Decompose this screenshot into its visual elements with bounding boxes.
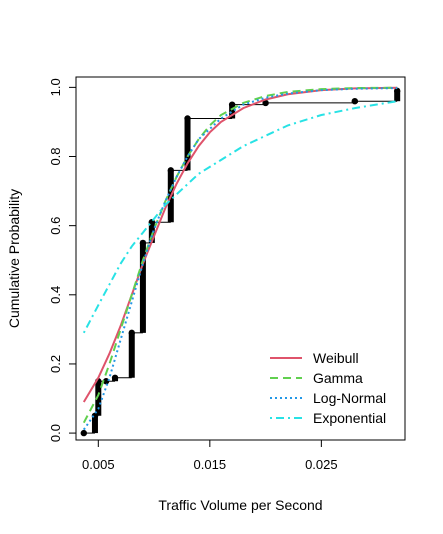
ecdf-point bbox=[228, 101, 236, 108]
y-tick-label: 0.4 bbox=[48, 286, 63, 304]
ecdf-point bbox=[80, 429, 88, 437]
legend-entry-label: Exponential bbox=[313, 410, 386, 426]
ecdf-point bbox=[102, 378, 110, 385]
y-tick-label: 1.0 bbox=[48, 78, 63, 96]
y-tick-label: 0.0 bbox=[48, 424, 63, 442]
ecdf-point bbox=[393, 87, 401, 95]
x-axis-title: Traffic Volume per Second bbox=[158, 497, 322, 513]
ecdf-point bbox=[262, 99, 269, 107]
series-line-gamma bbox=[82, 86, 398, 424]
ecdf-point bbox=[111, 374, 119, 381]
y-tick-label: 0.2 bbox=[48, 355, 63, 373]
legend-entry-label: Log-Normal bbox=[313, 390, 386, 406]
x-axis: 0.005 0.015 0.025 bbox=[82, 439, 338, 472]
y-axis: 0.0 0.2 0.4 0.6 0.8 1.0 bbox=[48, 78, 77, 442]
legend-entry-label: Weibull bbox=[313, 350, 359, 366]
x-tick-label: 0.025 bbox=[305, 457, 338, 472]
series-line-log-normal bbox=[82, 87, 398, 431]
plot-area bbox=[80, 86, 401, 437]
ecdf-point bbox=[184, 115, 191, 122]
legend: Weibull Gamma Log-Normal Exponential bbox=[270, 350, 386, 426]
y-tick-label: 0.8 bbox=[48, 147, 63, 165]
ecdf-point bbox=[167, 167, 174, 174]
y-axis-title: Cumulative Probability bbox=[6, 189, 22, 328]
series-line-exponential bbox=[82, 100, 398, 334]
y-tick-label: 0.6 bbox=[48, 217, 63, 235]
x-tick-label: 0.005 bbox=[82, 457, 115, 472]
ecdf-point bbox=[128, 329, 135, 337]
x-tick-label: 0.015 bbox=[194, 457, 227, 472]
legend-entry-label: Gamma bbox=[313, 370, 363, 386]
ecdf-point bbox=[351, 98, 359, 105]
ecdf-point bbox=[139, 239, 147, 247]
